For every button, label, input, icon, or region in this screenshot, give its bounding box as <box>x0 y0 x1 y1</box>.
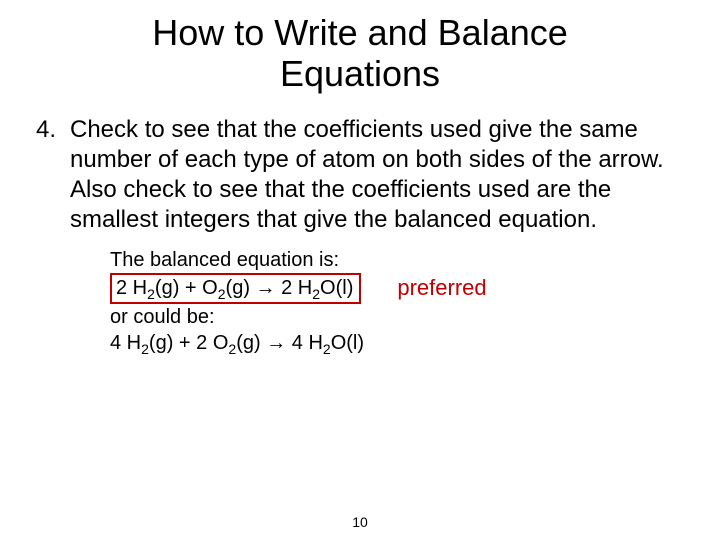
or-text: or could be: <box>110 304 680 330</box>
slide-title: How to Write and Balance Equations <box>0 12 720 95</box>
eq1-b-sub: 2 <box>218 286 226 302</box>
equation-1-line: 2 H2(g) + O2(g) → 2 H2O(l) preferred <box>110 273 680 304</box>
eq1-a-state: (g) <box>155 277 179 299</box>
page-number: 10 <box>0 514 720 530</box>
list-number: 4. <box>36 115 70 235</box>
eq1-arrow: → 2 H <box>250 277 312 299</box>
eq1-a: 2 H <box>116 277 147 299</box>
eq1-plus: + O <box>179 277 217 299</box>
eq1-a-sub: 2 <box>147 286 155 302</box>
eq2-arrow: → 4 H <box>261 332 323 354</box>
equation-1-box: 2 H2(g) + O2(g) → 2 H2O(l) <box>110 273 361 304</box>
title-line-1: How to Write and Balance <box>152 12 568 53</box>
eq2-c-sub: 2 <box>323 341 331 357</box>
eq2-b-state: (g) <box>236 332 260 354</box>
eq1-b-state: (g) <box>226 277 250 299</box>
sub-block: The balanced equation is: 2 H2(g) + O2(g… <box>110 247 680 356</box>
eq2-lead: 4 H <box>110 332 141 354</box>
title-line-2: Equations <box>280 53 440 94</box>
equation-2-line: 4 H2(g) + 2 O2(g) → 4 H2O(l) <box>110 330 680 356</box>
list-body-text: Check to see that the coefficients used … <box>70 115 680 235</box>
eq2-a-sub: 2 <box>141 341 149 357</box>
slide-container: How to Write and Balance Equations 4. Ch… <box>0 12 720 552</box>
eq2-c-rest: O(l) <box>331 332 364 354</box>
eq2-plus: + 2 O <box>173 332 228 354</box>
eq2-a-state: (g) <box>149 332 173 354</box>
eq1-c-rest: O(l) <box>320 277 353 299</box>
eq1-c-sub: 2 <box>312 286 320 302</box>
list-item-4: 4. Check to see that the coefficients us… <box>36 115 680 235</box>
balanced-intro: The balanced equation is: <box>110 247 680 273</box>
preferred-label: preferred <box>397 274 486 303</box>
